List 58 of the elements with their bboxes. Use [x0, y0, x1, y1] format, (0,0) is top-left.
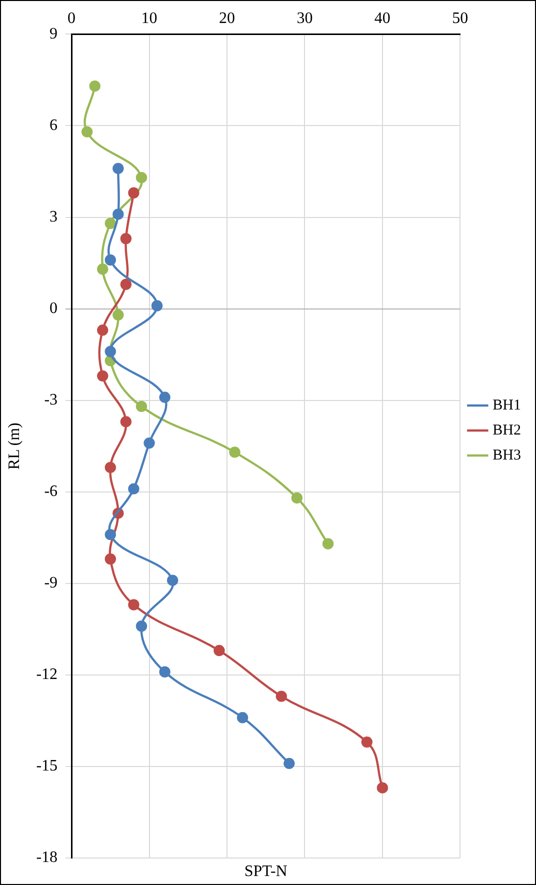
point — [376, 782, 388, 794]
point — [214, 644, 225, 656]
point — [136, 172, 148, 184]
y-tick-label: -12 — [36, 666, 58, 684]
point — [120, 416, 132, 428]
point — [104, 218, 116, 229]
x-tick-label: 20 — [218, 10, 235, 27]
point — [136, 620, 148, 632]
point — [104, 346, 116, 358]
x-tick-label: 10 — [141, 10, 158, 27]
point — [136, 400, 148, 412]
point — [97, 324, 108, 336]
point — [112, 309, 124, 320]
y-tick-label: 3 — [50, 208, 58, 226]
point — [151, 300, 163, 312]
x-tick-label: 30 — [296, 10, 313, 27]
x-axis-title: SPT-N — [244, 863, 288, 880]
point — [89, 80, 100, 92]
legend-label: BH1 — [492, 397, 522, 414]
x-tick-label: 0 — [68, 10, 76, 27]
point — [97, 370, 108, 382]
point — [97, 264, 108, 275]
x-tick-label: 40 — [374, 10, 390, 27]
point — [229, 446, 240, 458]
y-tick-label: 9 — [50, 25, 58, 42]
y-tick-label: -3 — [44, 392, 58, 409]
point — [322, 538, 334, 550]
point — [284, 758, 295, 770]
y-tick-label: -9 — [44, 574, 58, 592]
point — [81, 126, 93, 138]
point — [120, 278, 132, 290]
y-tick-label: 0 — [50, 300, 58, 318]
point — [120, 233, 132, 244]
point — [236, 712, 248, 724]
point — [104, 528, 116, 540]
point — [291, 492, 303, 504]
point — [104, 553, 116, 565]
point — [112, 162, 124, 174]
point — [159, 392, 170, 403]
legend-label: BH3 — [492, 447, 522, 464]
point — [104, 254, 116, 266]
legend-label: BH2 — [492, 422, 522, 438]
point — [128, 483, 140, 494]
point — [166, 574, 178, 586]
point — [276, 690, 287, 702]
point — [144, 437, 155, 449]
y-tick-label: -6 — [44, 483, 58, 500]
point — [128, 187, 140, 198]
x-tick-label: 50 — [452, 10, 468, 27]
y-tick-label: -15 — [36, 758, 58, 775]
point — [128, 599, 140, 610]
point — [159, 666, 170, 678]
point — [104, 462, 116, 474]
point — [361, 736, 372, 748]
y-tick-label: 6 — [50, 116, 58, 134]
point — [112, 208, 124, 220]
y-axis-title: RL (m) — [6, 422, 23, 470]
y-tick-label: -18 — [36, 849, 58, 866]
